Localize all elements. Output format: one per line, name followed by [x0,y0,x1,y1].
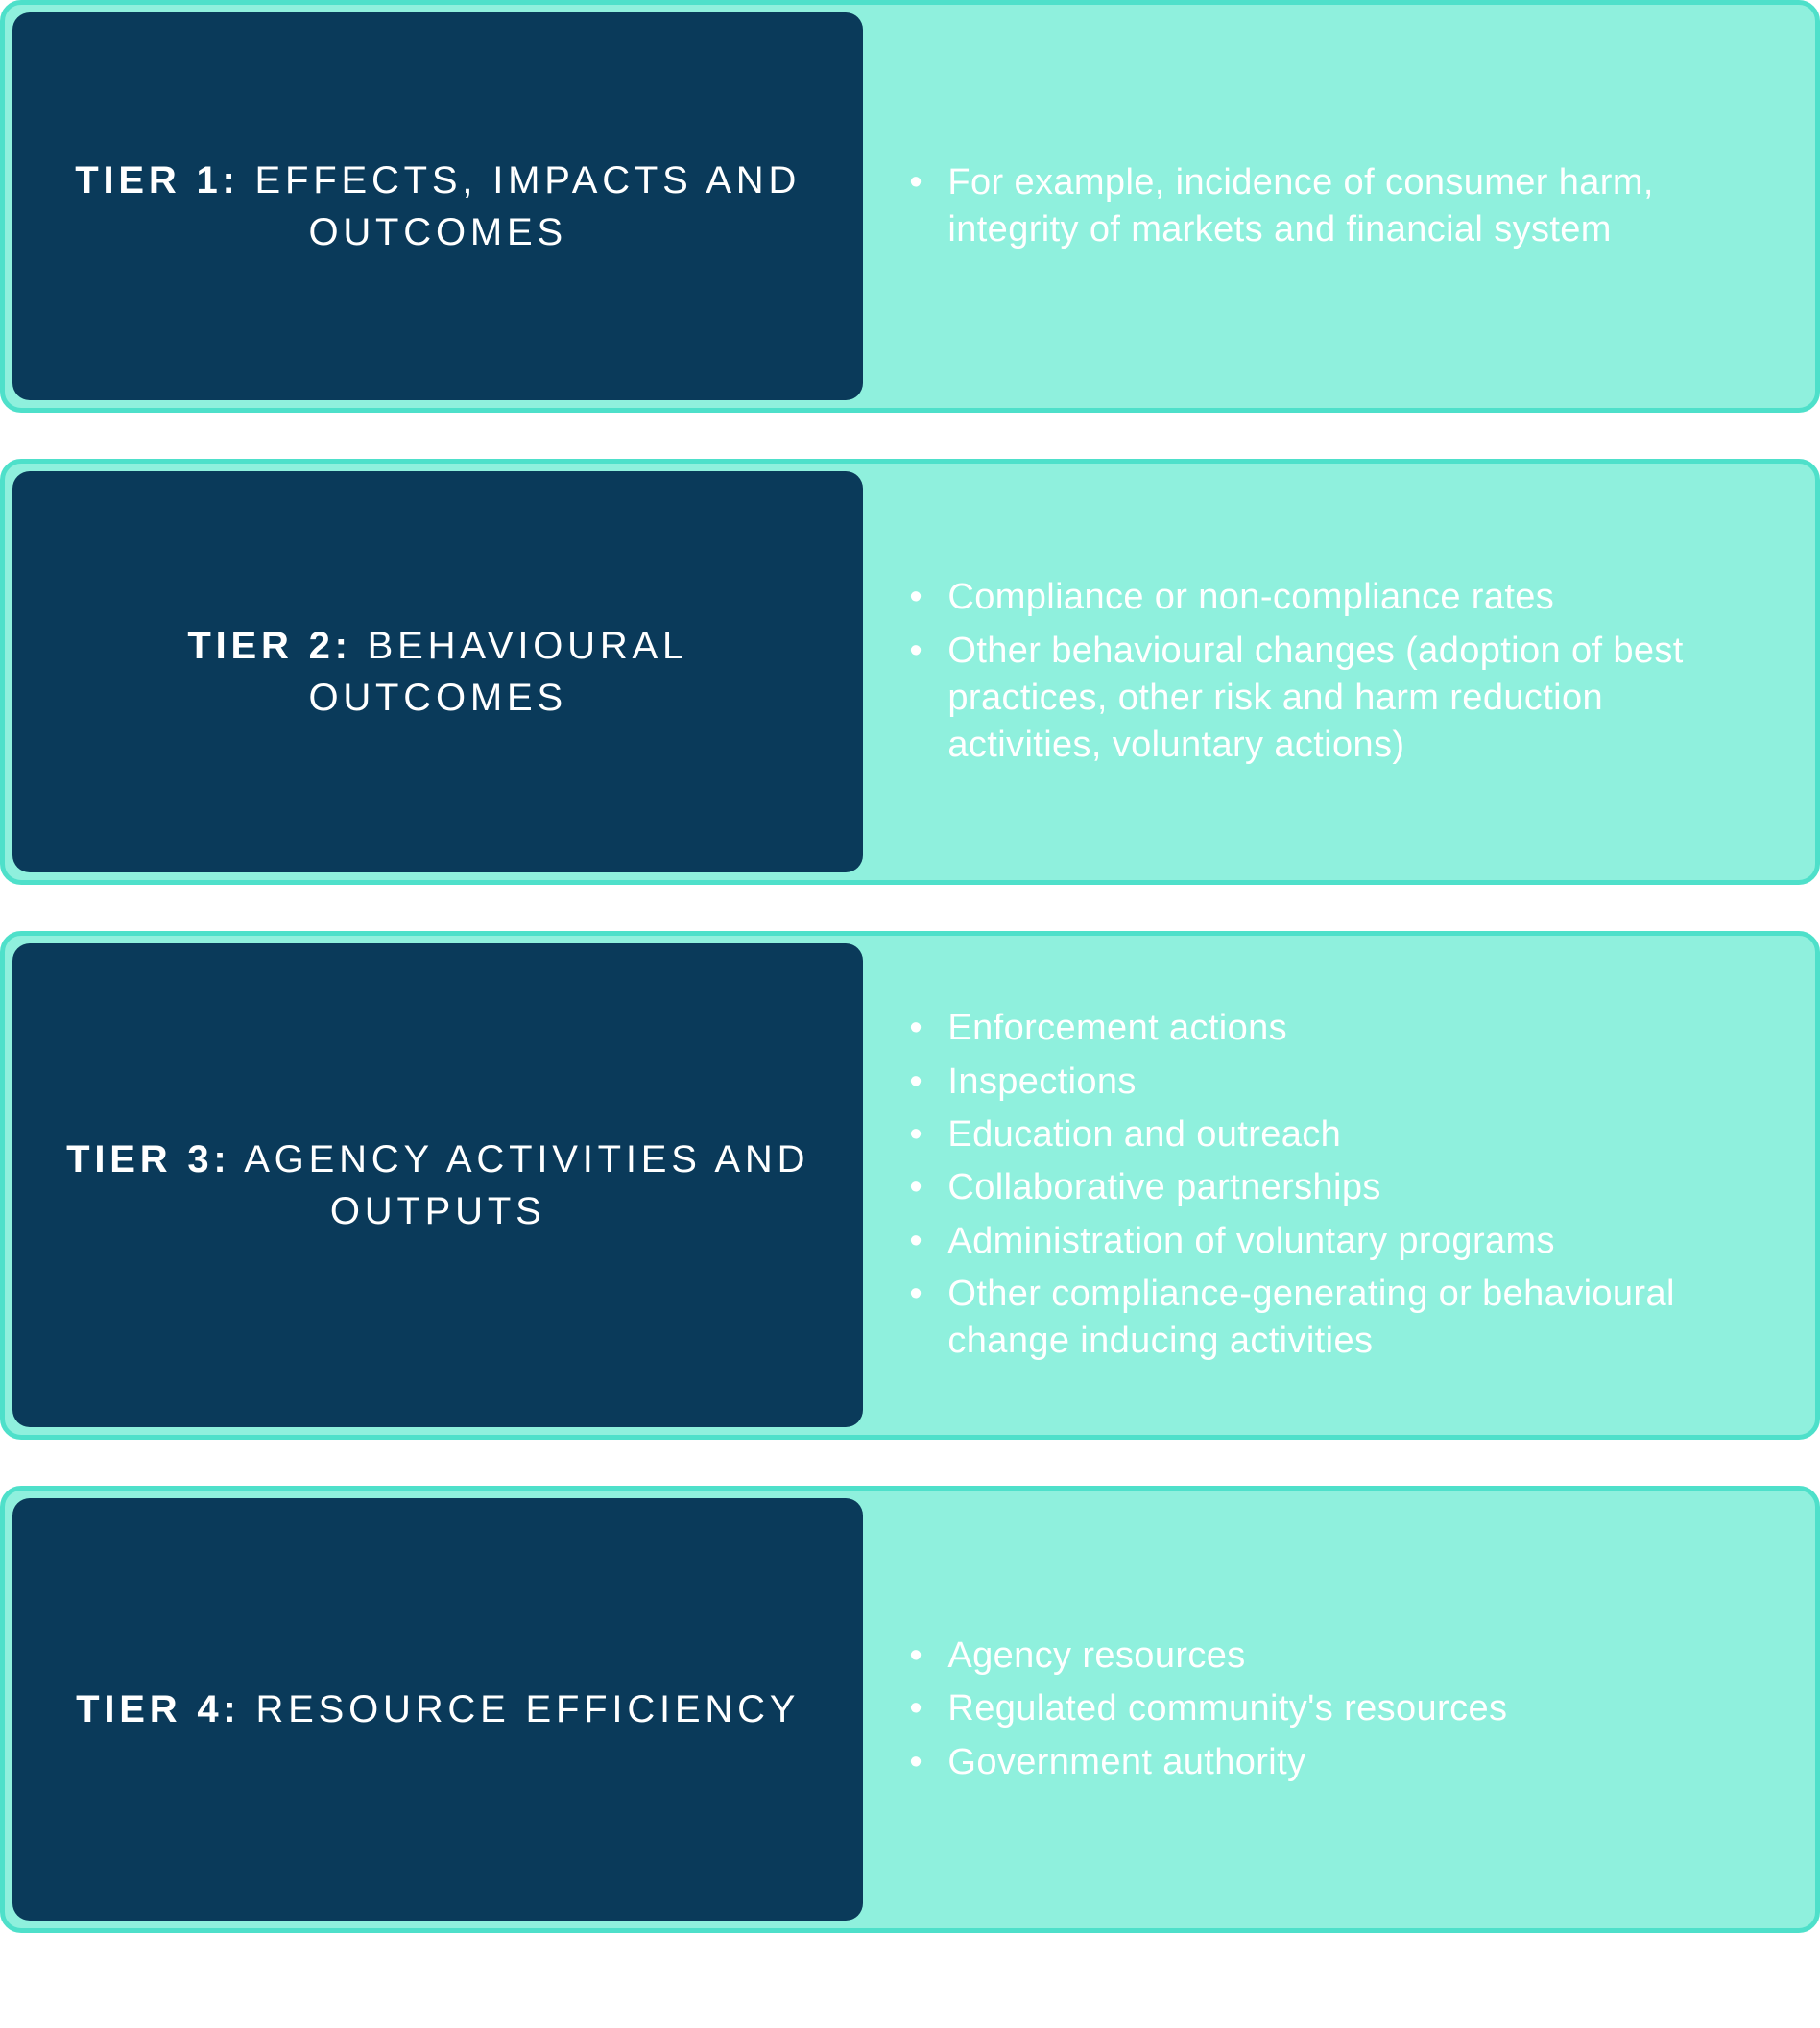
tier-label-panel: TIER 2: BEHAVIOURAL OUTCOMES [12,471,863,872]
tier-name: EFFECTS, IMPACTS AND OUTCOMES [240,159,802,253]
tier-number: TIER 1: [75,159,239,202]
tier-name: BEHAVIOURAL OUTCOMES [308,625,688,719]
bullet-item: Enforcement actions [899,1005,1758,1052]
bullet-item: Other behavioural changes (adoption of b… [899,628,1758,770]
tier-card-2: TIER 2: BEHAVIOURAL OUTCOMES Compliance o… [0,459,1820,885]
bullet-list: Compliance or non-compliance rates Other … [899,568,1758,775]
bullet-item: Education and outreach [899,1111,1758,1158]
bullet-list: Enforcement actions Inspections Education … [899,999,1758,1372]
tier-number: TIER 4: [76,1688,240,1730]
bullet-item: Compliance or non-compliance rates [899,574,1758,621]
tier-title: TIER 1: EFFECTS, IMPACTS AND OUTCOMES [60,155,815,258]
tier-card-4: TIER 4: RESOURCE EFFICIENCY Agency resour… [0,1486,1820,1933]
tier-number: TIER 3: [66,1138,230,1181]
bullet-item: Administration of voluntary programs [899,1218,1758,1265]
tier-stack: TIER 1: EFFECTS, IMPACTS AND OUTCOMES For… [0,0,1820,1933]
tier-name: AGENCY ACTIVITIES AND OUTPUTS [231,1138,810,1232]
tier-card-1: TIER 1: EFFECTS, IMPACTS AND OUTCOMES For… [0,0,1820,413]
tier-label-panel: TIER 4: RESOURCE EFFICIENCY [12,1498,863,1921]
bullet-item: Agency resources [899,1633,1758,1680]
bullet-item: For example, incidence of consumer harm,… [899,159,1758,254]
tier-content: Compliance or non-compliance rates Other … [871,464,1815,880]
tier-card-3: TIER 3: AGENCY ACTIVITIES AND OUTPUTS Enf… [0,931,1820,1440]
tier-label-panel: TIER 3: AGENCY ACTIVITIES AND OUTPUTS [12,943,863,1427]
tier-content: Agency resources Regulated community's re… [871,1491,1815,1928]
bullet-item: Government authority [899,1739,1758,1786]
tier-title: TIER 3: AGENCY ACTIVITIES AND OUTPUTS [60,1133,815,1237]
bullet-item: Other compliance-generating or behaviour… [899,1271,1758,1366]
tier-content: Enforcement actions Inspections Education … [871,936,1815,1435]
bullet-list: Agency resources Regulated community's re… [899,1627,1758,1792]
tier-content: For example, incidence of consumer harm,… [871,5,1815,408]
tier-label-panel: TIER 1: EFFECTS, IMPACTS AND OUTCOMES [12,12,863,400]
bullet-item: Regulated community's resources [899,1685,1758,1732]
tier-name: RESOURCE EFFICIENCY [241,1688,801,1730]
bullet-item: Collaborative partnerships [899,1164,1758,1211]
bullet-item: Inspections [899,1059,1758,1106]
tier-title: TIER 2: BEHAVIOURAL OUTCOMES [60,620,815,724]
tier-number: TIER 2: [187,625,351,667]
bullet-list: For example, incidence of consumer harm,… [899,154,1758,260]
tier-title: TIER 4: RESOURCE EFFICIENCY [76,1683,800,1735]
